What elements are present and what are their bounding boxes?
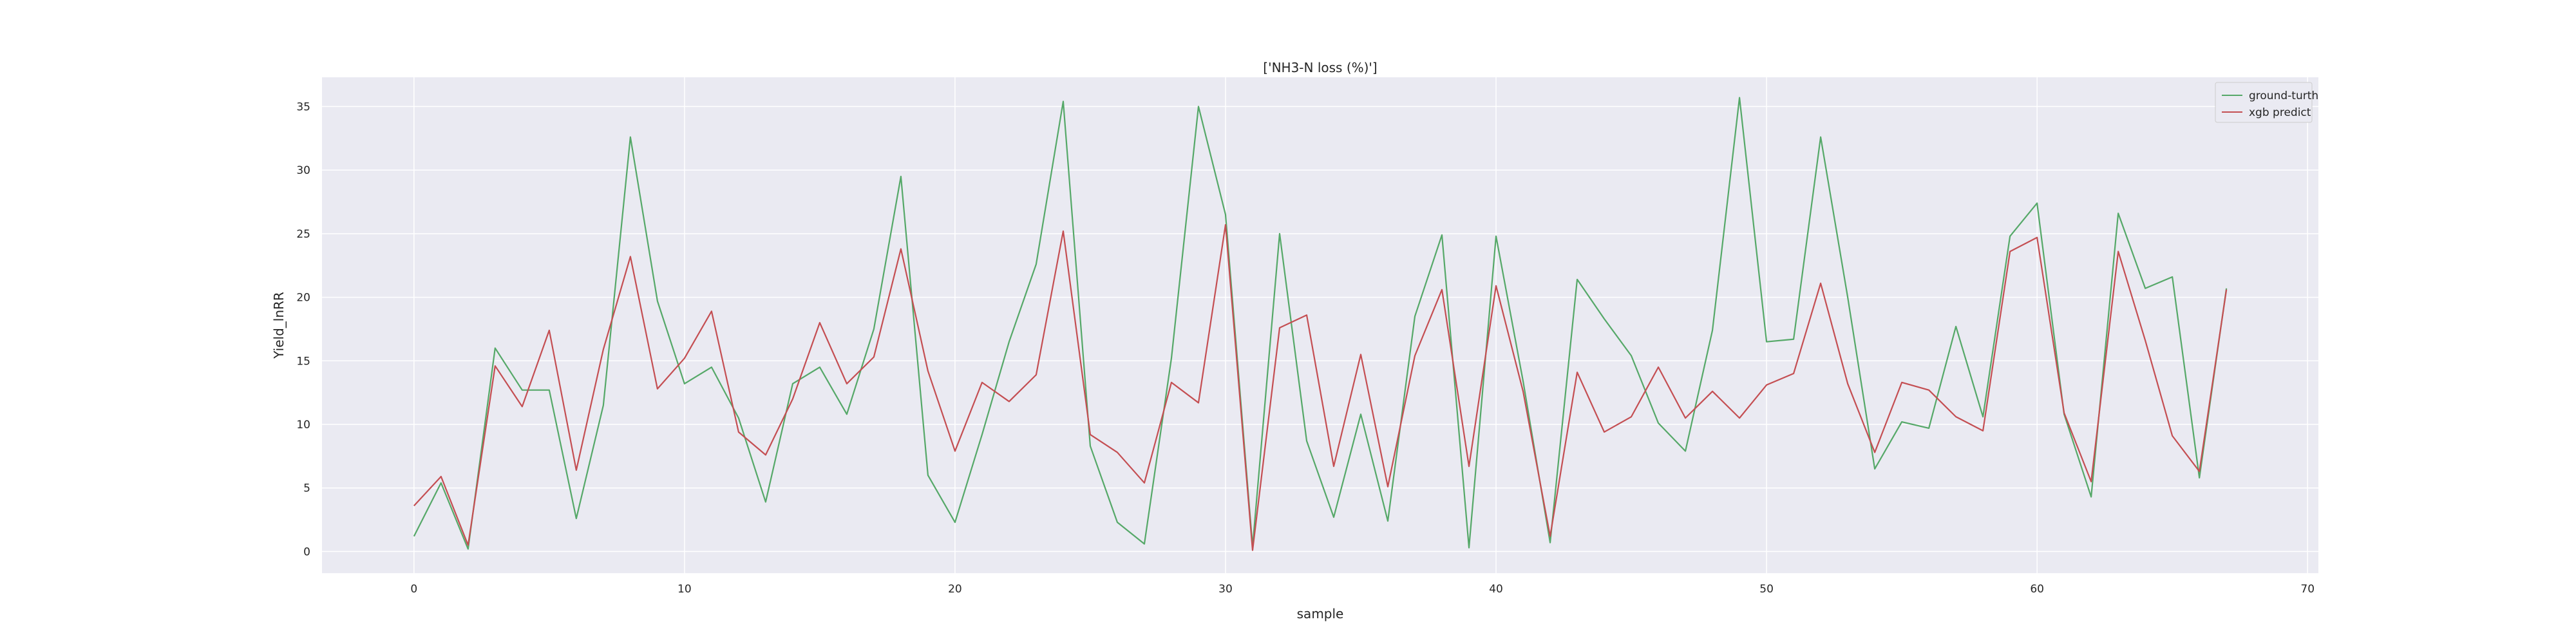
series-layer: [413, 97, 2228, 551]
y-tick-label: 35: [296, 100, 310, 113]
x-tick-label: 70: [2300, 583, 2315, 596]
legend: ground-turth xgb predict: [2215, 82, 2318, 123]
y-tick-label: 5: [303, 482, 310, 495]
series-line-ground-turth: [413, 97, 2228, 550]
plot-area: [322, 77, 2318, 573]
x-tick-label: 30: [1218, 583, 1233, 596]
x-tick-label: 0: [410, 583, 417, 596]
legend-label-ground-turth: ground-turth: [2249, 90, 2318, 102]
series-line-xgb-predict: [413, 223, 2228, 551]
x-tick-label: 10: [677, 583, 692, 596]
x-tick-label: 40: [1489, 583, 1503, 596]
y-gridlines: [322, 106, 2318, 553]
legend-label-xgb-predict: xgb predict: [2249, 106, 2311, 119]
chart-title: ['NH3-N loss (%)']: [1263, 60, 1377, 75]
y-tick-label: 30: [296, 164, 310, 177]
y-tick-label: 10: [296, 419, 310, 431]
x-axis-label: sample: [1297, 606, 1344, 621]
x-tick-labels: 0 10 20 30 40 50 60 70: [410, 583, 2315, 596]
y-tick-label: 0: [303, 545, 310, 558]
y-tick-label: 15: [296, 355, 310, 368]
y-tick-labels: 0 5 10 15 20 25 30 35: [296, 100, 310, 558]
x-tick-label: 60: [2030, 583, 2044, 596]
y-tick-label: 25: [296, 228, 310, 241]
y-tick-label: 20: [296, 292, 310, 305]
x-gridlines: [413, 77, 2308, 573]
y-axis-label: Yield_lnRR: [271, 292, 287, 359]
x-tick-label: 50: [1759, 583, 1774, 596]
x-tick-label: 20: [948, 583, 962, 596]
